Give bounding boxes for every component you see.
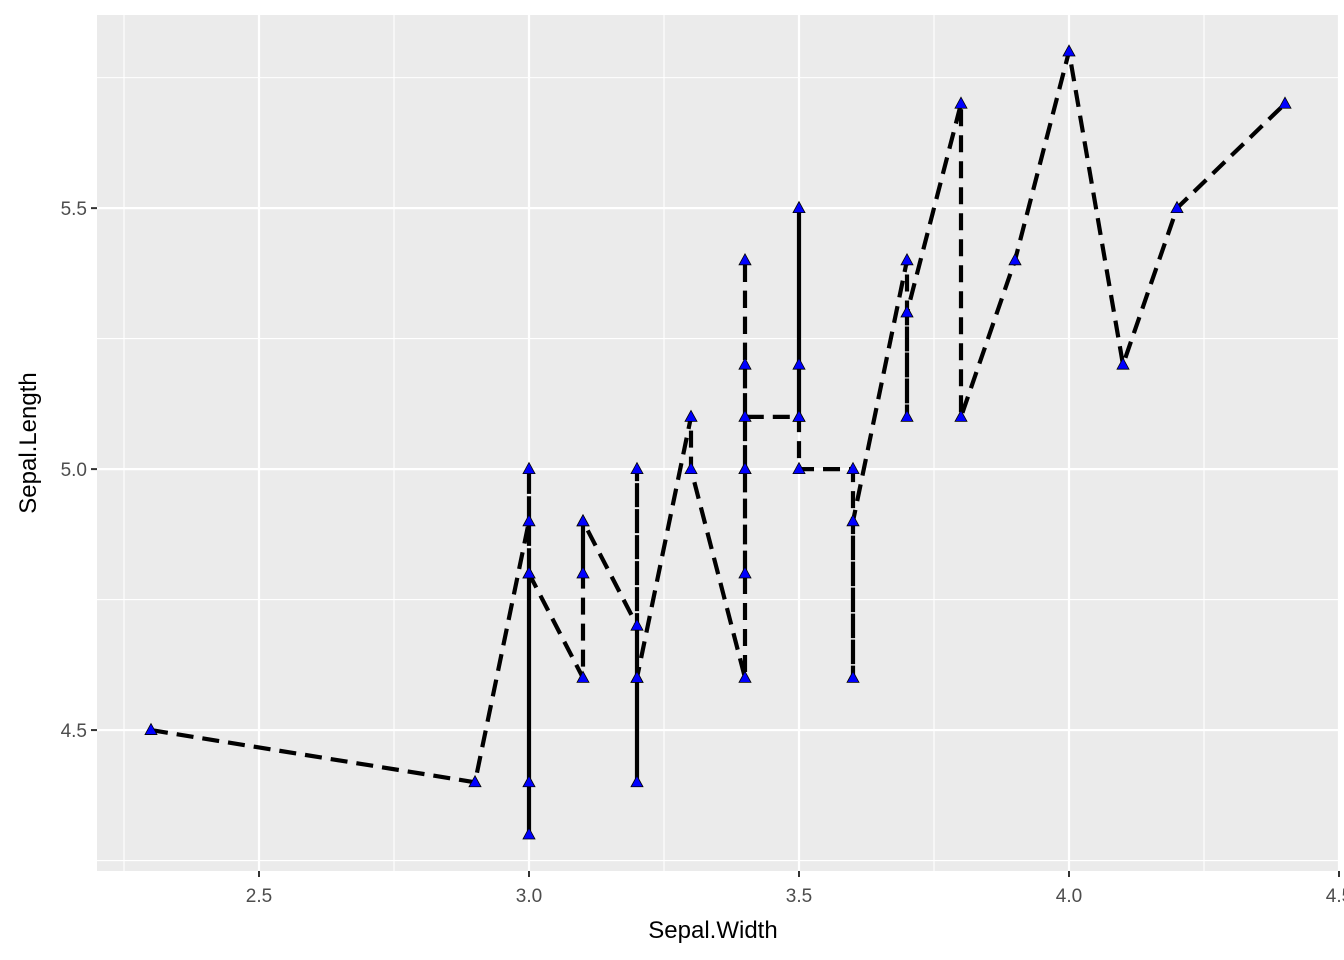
data-point bbox=[738, 461, 752, 474]
y-axis-title: Sepal.Length bbox=[15, 372, 42, 513]
x-tick-label: 3.5 bbox=[786, 886, 812, 907]
x-tick-label: 4.0 bbox=[1056, 886, 1082, 907]
data-point bbox=[576, 566, 590, 579]
data-point bbox=[792, 200, 806, 214]
major-gridlines bbox=[97, 15, 1341, 871]
data-point bbox=[684, 409, 698, 422]
data-point bbox=[846, 461, 860, 474]
panel-background bbox=[97, 15, 1339, 871]
data-point bbox=[738, 409, 752, 422]
data-point bbox=[144, 722, 158, 735]
data-point bbox=[576, 513, 590, 527]
series-line bbox=[150, 49, 1287, 837]
data-point bbox=[522, 774, 536, 788]
data-point bbox=[1116, 357, 1130, 370]
y-tick-label: 4.5 bbox=[61, 721, 87, 742]
data-point bbox=[1062, 44, 1076, 57]
data-point bbox=[684, 461, 698, 474]
data-point bbox=[900, 305, 914, 318]
data-point bbox=[738, 357, 752, 370]
data-point bbox=[630, 774, 644, 788]
series-layer bbox=[144, 44, 1292, 840]
x-tick-label: 4.5 bbox=[1326, 886, 1344, 907]
data-point bbox=[900, 252, 914, 266]
x-axis-title: Sepal.Width bbox=[648, 917, 777, 944]
y-axis-ticks: 4.5 5.0 5.5 bbox=[61, 199, 97, 742]
data-point bbox=[846, 513, 860, 527]
data-point bbox=[1170, 200, 1184, 214]
data-point bbox=[954, 409, 968, 422]
data-point bbox=[846, 670, 860, 683]
x-tick-label: 2.5 bbox=[246, 886, 272, 907]
minor-gridlines bbox=[97, 15, 1339, 871]
data-point bbox=[630, 461, 644, 474]
data-point bbox=[792, 461, 806, 474]
data-point bbox=[522, 461, 536, 474]
data-point bbox=[630, 670, 644, 683]
data-point bbox=[576, 670, 590, 683]
y-tick-label: 5.0 bbox=[61, 460, 87, 481]
data-point bbox=[1008, 252, 1022, 266]
data-point bbox=[738, 670, 752, 683]
data-point bbox=[954, 96, 968, 109]
data-point bbox=[522, 827, 536, 840]
data-point bbox=[900, 409, 914, 422]
data-point bbox=[630, 618, 644, 631]
data-point bbox=[792, 409, 806, 422]
x-axis-ticks: 2.5 3.0 3.5 4.0 4.5 bbox=[246, 871, 1344, 907]
data-point bbox=[738, 252, 752, 266]
x-tick-label: 3.0 bbox=[516, 886, 542, 907]
data-point bbox=[468, 774, 482, 788]
data-point bbox=[522, 513, 536, 527]
y-tick-label: 5.5 bbox=[61, 199, 87, 220]
data-point bbox=[522, 566, 536, 579]
data-point bbox=[792, 357, 806, 370]
data-point bbox=[738, 566, 752, 579]
data-point bbox=[1278, 96, 1292, 109]
